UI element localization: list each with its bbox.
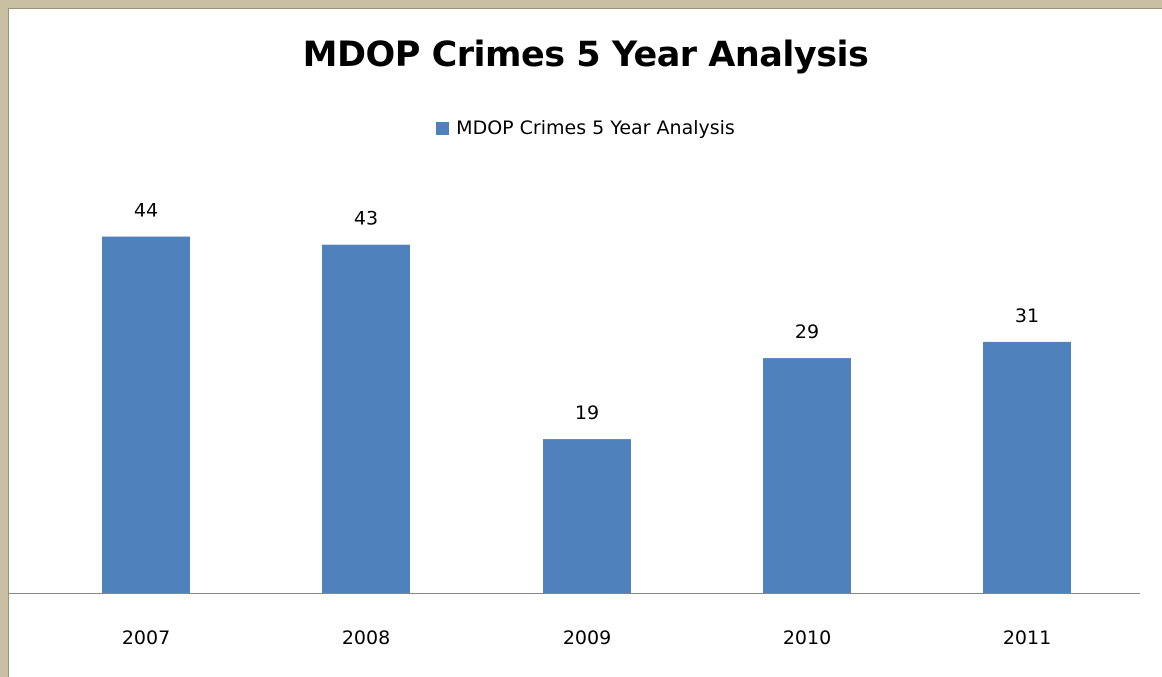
bar-2009 [543, 439, 631, 593]
x-tick-label-2009: 2009 [563, 627, 611, 649]
x-tick-label-2010: 2010 [783, 627, 831, 649]
bar-2008 [322, 244, 410, 593]
bar-2011 [983, 341, 1071, 593]
legend-swatch [436, 121, 450, 135]
data-label-2007: 44 [134, 200, 158, 222]
x-tick-label-2011: 2011 [1003, 627, 1051, 649]
chart-legend: MDOP Crimes 5 Year Analysis [9, 117, 1162, 139]
chart-title: MDOP Crimes 5 Year Analysis [302, 35, 869, 75]
bar-2010 [763, 358, 851, 593]
bar-2007 [102, 236, 190, 593]
x-tick-label-2007: 2007 [122, 627, 170, 649]
data-label-2008: 43 [354, 208, 378, 230]
data-label-2011: 31 [1015, 305, 1039, 327]
data-label-2010: 29 [795, 321, 819, 343]
x-tick-label-2008: 2008 [342, 627, 390, 649]
legend-label: MDOP Crimes 5 Year Analysis [456, 117, 735, 139]
data-label-2009: 19 [575, 402, 599, 424]
